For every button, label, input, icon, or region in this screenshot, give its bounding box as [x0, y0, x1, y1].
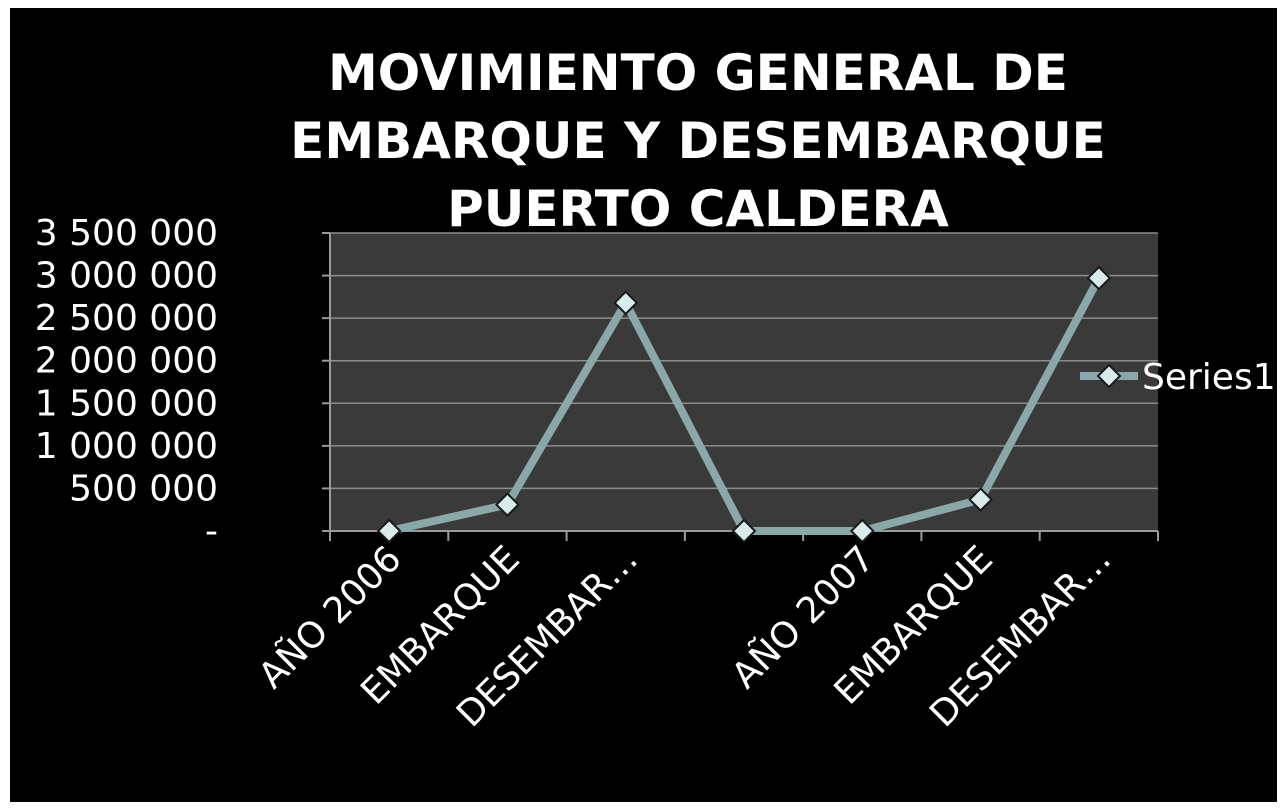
data-point [968, 487, 993, 512]
legend-label: Series1 [1142, 357, 1276, 398]
line-chart: MOVIMIENTO GENERAL DE EMBARQUE Y DESEMBAR… [35, 44, 1276, 736]
data-point [1086, 265, 1112, 291]
legend: Series1 [1080, 357, 1276, 398]
data-point [376, 518, 402, 544]
gridlines [330, 232, 1158, 490]
chart-title: MOVIMIENTO GENERAL DE EMBARQUE Y DESEMBAR… [290, 44, 1106, 238]
data-point [731, 518, 757, 544]
data-point [613, 290, 639, 316]
series [376, 265, 1112, 544]
plot-area [330, 233, 1158, 531]
y-tick-label: 500 000 [69, 468, 218, 509]
chart-title-line: MOVIMIENTO GENERAL DE [328, 44, 1068, 102]
y-tick-label: 3 500 000 [35, 213, 218, 254]
y-tick-label: 2 000 000 [35, 341, 218, 382]
y-tick-label: 1 500 000 [35, 383, 218, 424]
chart-title-line: PUERTO CALDERA [447, 180, 949, 238]
legend-marker [1096, 363, 1122, 389]
data-point [849, 518, 875, 544]
y-tick-label: 2 500 000 [35, 298, 218, 339]
data-point [495, 492, 520, 518]
chart-frame: MOVIMIENTO GENERAL DE EMBARQUE Y DESEMBAR… [10, 8, 1277, 802]
y-tick-label: 1 000 000 [35, 426, 218, 467]
y-tick-label: 3 000 000 [35, 256, 218, 297]
chart-title-line: EMBARQUE Y DESEMBARQUE [290, 112, 1106, 170]
y-tick-label: - [205, 511, 218, 552]
